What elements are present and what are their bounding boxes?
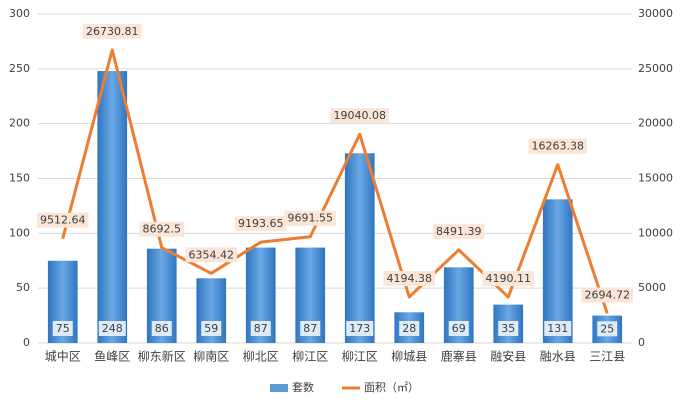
bar-value-label: 75 — [56, 322, 70, 335]
x-tick-label: 柳东新区 — [138, 349, 186, 364]
x-tick-label: 柳北区 — [243, 350, 279, 364]
label-box — [185, 247, 237, 263]
legend-label: 套数 — [292, 381, 314, 394]
line-value-label: 26730.81 — [86, 25, 139, 38]
label-box — [383, 271, 435, 287]
y-tick-label: 200 — [9, 117, 30, 130]
line-value-label: 8491.39 — [436, 225, 482, 238]
y-tick-label: 250 — [9, 62, 30, 75]
y-tick-label: 50 — [16, 281, 30, 294]
label-box — [330, 108, 389, 124]
y2-tick-label: 10000 — [638, 226, 673, 239]
label-box — [151, 321, 172, 336]
y-tick-label: 150 — [9, 172, 30, 185]
x-tick-label: 鹿寨县 — [441, 349, 477, 364]
bar-value-label: 173 — [349, 322, 370, 335]
y-tick-label: 0 — [23, 336, 30, 349]
y2-tick-label: 20000 — [638, 117, 673, 130]
label-box — [37, 212, 89, 228]
bar-value-label: 35 — [501, 322, 515, 335]
line-value-label: 9193.65 — [238, 217, 284, 230]
bar-value-label: 131 — [547, 322, 568, 335]
bar-value-label: 69 — [452, 322, 466, 335]
label-box — [448, 321, 469, 336]
y2-tick-label: 15000 — [638, 172, 673, 185]
x-tick-label: 融水县 — [540, 350, 576, 364]
x-tick-label: 柳南区 — [193, 349, 229, 364]
bar-value-label: 86 — [155, 322, 169, 335]
label-box — [139, 221, 184, 237]
bar-value-label: 248 — [102, 322, 123, 335]
label-box — [235, 216, 287, 232]
line-value-label: 4194.38 — [387, 272, 433, 285]
x-tick-label: 鱼峰区 — [94, 350, 130, 364]
line-value-label: 2694.72 — [585, 288, 631, 301]
label-box — [346, 321, 374, 336]
label-box — [581, 287, 633, 303]
label-box — [98, 321, 126, 336]
label-box — [597, 321, 618, 337]
bar — [97, 71, 128, 343]
line-value-label: 9512.64 — [40, 214, 86, 227]
y2-tick-label: 5000 — [638, 281, 666, 294]
bar-value-label: 59 — [204, 322, 218, 335]
bar-value-label: 25 — [600, 322, 614, 335]
label-box — [399, 321, 420, 336]
label-box — [433, 223, 485, 239]
y2-tick-label: 25000 — [638, 62, 673, 75]
line-value-label: 19040.08 — [334, 109, 387, 122]
x-tick-label: 柳江区 — [342, 350, 378, 364]
label-box — [544, 321, 572, 336]
y2-tick-label: 0 — [638, 336, 645, 349]
y2-tick-label: 30000 — [638, 7, 673, 20]
x-tick-label: 柳城县 — [391, 350, 427, 364]
line-value-label: 6354.42 — [189, 248, 235, 261]
x-tick-label: 三江县 — [589, 350, 625, 364]
legend-swatch — [270, 384, 288, 392]
bar — [344, 153, 375, 343]
bar-value-label: 87 — [254, 322, 268, 335]
label-box — [528, 138, 587, 154]
label-box — [498, 321, 519, 336]
line-value-label: 4190.11 — [486, 272, 532, 285]
label-box — [52, 321, 73, 336]
label-box — [482, 271, 534, 287]
line-value-label: 9691.55 — [288, 212, 334, 225]
legend-label: 面积（㎡） — [364, 381, 419, 394]
label-box — [250, 321, 271, 336]
line-value-label: 8692.5 — [143, 223, 182, 236]
y-tick-label: 300 — [9, 7, 30, 20]
label-box — [300, 321, 321, 336]
line-value-label: 16263.38 — [532, 140, 585, 153]
label-box — [201, 321, 222, 336]
x-tick-label: 柳江区 — [292, 350, 328, 364]
bar-value-label: 28 — [402, 322, 416, 335]
x-tick-label: 城中区 — [45, 349, 81, 364]
bar — [542, 199, 573, 343]
label-box — [83, 23, 142, 39]
x-tick-label: 融安县 — [490, 349, 526, 364]
bar-value-label: 87 — [303, 322, 317, 335]
y-tick-label: 100 — [9, 226, 30, 239]
label-box — [284, 210, 336, 226]
